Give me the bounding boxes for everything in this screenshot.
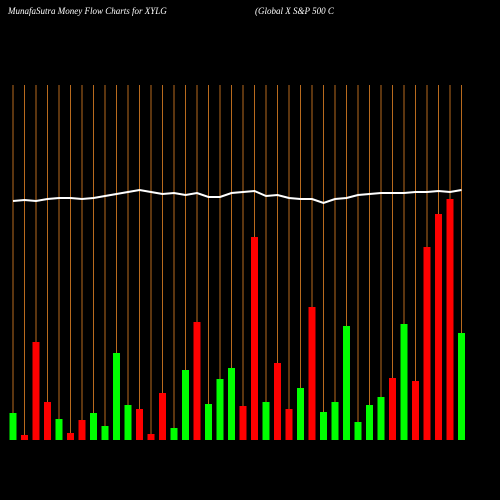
- bar: [170, 428, 178, 440]
- bar: [124, 405, 132, 440]
- bar: [205, 404, 212, 440]
- price-line: [12, 188, 462, 205]
- bar: [216, 379, 224, 440]
- bar: [285, 409, 293, 440]
- bar: [21, 435, 28, 440]
- bar: [366, 405, 373, 440]
- bar: [308, 307, 316, 440]
- bar: [193, 322, 201, 440]
- bar: [67, 433, 74, 440]
- bar: [228, 368, 235, 440]
- bar: [147, 434, 155, 440]
- bar: [331, 402, 339, 440]
- bar: [354, 422, 362, 440]
- bar: [159, 393, 166, 440]
- bar: [274, 363, 281, 440]
- bar: [182, 370, 189, 440]
- bar: [239, 406, 247, 440]
- bar: [101, 426, 109, 440]
- bar: [32, 342, 40, 440]
- bar: [297, 388, 304, 440]
- bar: [446, 199, 454, 440]
- bar: [377, 397, 385, 440]
- bar: [113, 353, 120, 440]
- bar: [44, 402, 51, 440]
- bar: [320, 412, 327, 440]
- bar: [78, 420, 86, 440]
- bar: [55, 419, 63, 440]
- bar: [423, 247, 431, 440]
- bar: [136, 409, 143, 440]
- bar: [400, 324, 408, 440]
- bar: [343, 326, 350, 440]
- bar: [90, 413, 97, 440]
- bar: [435, 214, 442, 440]
- bar: [262, 402, 270, 440]
- bar: [251, 237, 258, 440]
- bar: [9, 413, 17, 440]
- chart-title: MunafaSutra Money Flow Charts for XYLG: [7, 6, 167, 16]
- bar: [389, 378, 396, 440]
- bar: [458, 333, 465, 440]
- bar: [412, 381, 419, 440]
- chart-subtitle: (Global X S&P 500 C: [255, 6, 335, 16]
